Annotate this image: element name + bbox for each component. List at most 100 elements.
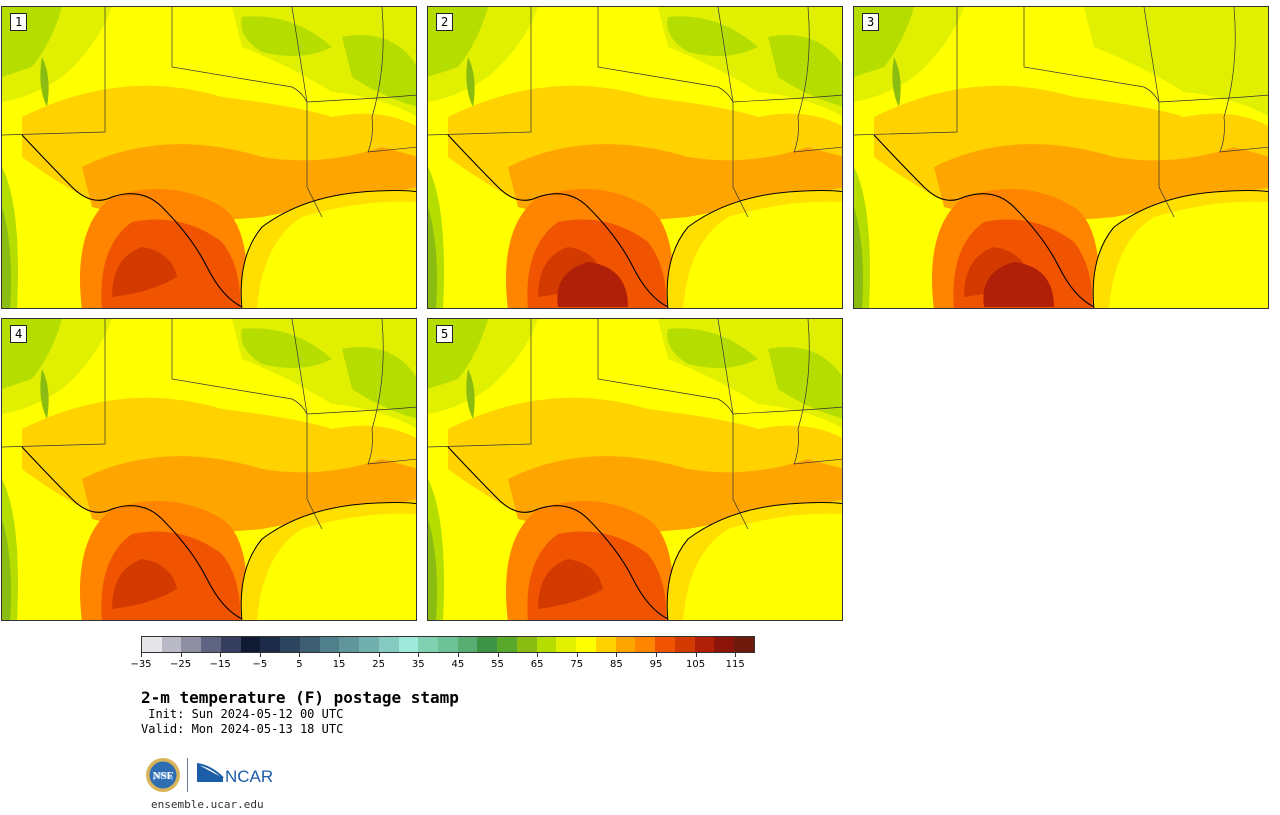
postage-stamp-panel-3: 3 (853, 6, 1269, 309)
colorbar-tick-label: 25 (372, 659, 386, 670)
state-border (367, 319, 416, 465)
temperature-map-2 (428, 7, 842, 308)
colorbar-cell (418, 637, 439, 652)
cool-region (428, 519, 437, 620)
gulf-shelf (241, 502, 416, 620)
state-border (2, 319, 106, 448)
colorbar-tick (695, 653, 697, 657)
state-border (171, 7, 308, 103)
country-border (447, 134, 669, 308)
ncar-logo-icon: NCAR (197, 763, 273, 786)
colorbar-tick-label: 55 (491, 659, 504, 670)
cool-region (2, 519, 11, 620)
postage-stamp-panel-1: 1 (1, 6, 417, 309)
hot-region (112, 559, 177, 609)
colorbar-tick-label: 85 (609, 659, 623, 670)
colorbar-tick-label: 45 (451, 659, 465, 670)
gulf-shelf (241, 190, 416, 308)
colorbar-tick (497, 653, 499, 657)
colorbar-cell (576, 637, 596, 652)
colorbar-tick-label: 65 (530, 659, 544, 670)
country-border (447, 446, 669, 620)
figure-title: 2-m temperature (F) postage stamp (141, 688, 459, 707)
cool-region (342, 347, 416, 419)
cool-region (342, 35, 416, 107)
colorbar-cell (714, 637, 735, 652)
colorbar-cell (201, 637, 221, 652)
gulf-shelf (667, 502, 842, 620)
colorbar-tick-label: 35 (411, 659, 425, 670)
state-border (732, 94, 842, 103)
colorbar-tick-label: 95 (649, 659, 663, 670)
state-border (793, 7, 842, 153)
state-border (597, 319, 734, 415)
cool-region (466, 369, 475, 419)
cool-region (241, 16, 332, 56)
colorbar-cell (161, 637, 182, 652)
colorbar-cell (615, 637, 636, 652)
cool-region (1084, 7, 1268, 116)
colorbar-cell (260, 637, 281, 652)
site-url: ensemble.ucar.edu (151, 798, 264, 811)
colorbar-tick-label: 105 (686, 659, 706, 670)
postage-stamp-panel-2: 2 (427, 6, 843, 309)
cool-region (854, 207, 863, 308)
hot-region (557, 262, 628, 307)
gulf-shelf (1093, 190, 1268, 308)
gulf-shelf (667, 190, 842, 308)
cool-region (466, 57, 475, 107)
colorbar-cell (319, 637, 340, 652)
colorbar-cell (655, 637, 675, 652)
nsf-logo-text: NSF (153, 770, 174, 782)
colorbar-tick (339, 653, 341, 657)
colorbar-tick-label: 115 (725, 659, 745, 670)
colorbar-cell (457, 637, 478, 652)
state-border (428, 319, 532, 448)
colorbar-cell (378, 637, 399, 652)
colorbar-tick-label: 15 (332, 659, 346, 670)
colorbar-cell (280, 637, 300, 652)
state-border (732, 406, 842, 415)
colorbar-cell (595, 637, 616, 652)
colorbar-tick (141, 653, 142, 657)
temperature-map-4 (2, 319, 416, 620)
init-time: Init: Sun 2024-05-12 00 UTC (141, 707, 344, 721)
cool-region (892, 57, 901, 107)
state-border (1023, 7, 1160, 103)
nsf-logo-icon: NSF (146, 758, 180, 792)
colorbar-cell (734, 637, 754, 652)
colorbar-tick (259, 653, 261, 657)
colorbar-cell (398, 637, 419, 652)
cool-region (40, 57, 49, 107)
colorbar-cell (240, 637, 261, 652)
colorbar-cell (536, 637, 557, 652)
colorbar-tick (299, 653, 301, 657)
country-border (873, 134, 1095, 308)
coastline (240, 502, 416, 620)
state-border (597, 7, 734, 103)
cool-region (428, 207, 437, 308)
country-border (21, 446, 243, 620)
colorbar-cell (142, 637, 162, 652)
colorbar-cell (220, 637, 241, 652)
state-border (306, 94, 416, 103)
panel-number: 1 (10, 13, 28, 31)
colorbar-cell (438, 637, 458, 652)
panel-number: 2 (436, 13, 454, 31)
state-border (854, 7, 958, 136)
colorbar-tick-label: 75 (570, 659, 584, 670)
hot-region (112, 247, 177, 297)
country-border (21, 134, 243, 308)
cool-region (667, 328, 758, 368)
colorbar-cell (359, 637, 379, 652)
cool-region (768, 35, 842, 107)
colorbar-cell (181, 637, 202, 652)
hot-region (983, 262, 1054, 307)
state-border (1219, 7, 1268, 153)
cool-region (667, 16, 758, 56)
cool-region (768, 347, 842, 419)
state-border (367, 7, 416, 153)
ncar-logo-text: NCAR (225, 767, 273, 786)
temperature-map-1 (2, 7, 416, 308)
cool-region (40, 369, 49, 419)
